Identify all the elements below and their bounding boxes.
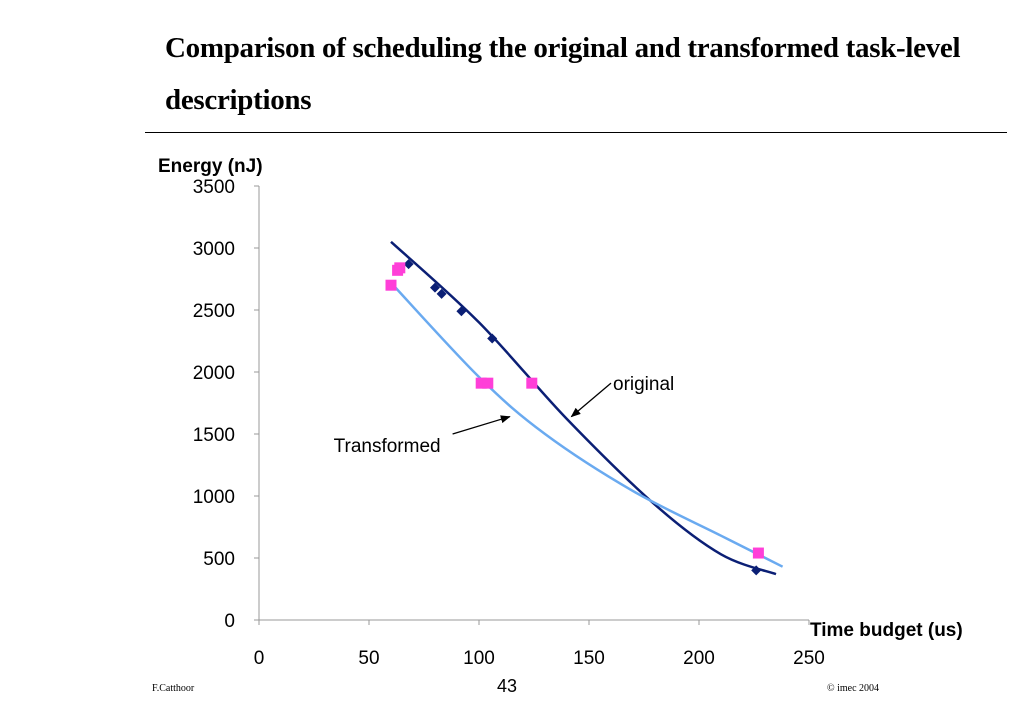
- original-trendline: [390, 240, 777, 576]
- y-tick-label: 1000: [193, 487, 235, 508]
- transformed-point: [385, 279, 397, 291]
- footer-copyright: © imec 2004: [827, 683, 880, 694]
- original-point: [403, 259, 414, 270]
- y-tick-label: 2000: [193, 363, 235, 384]
- slide-title: Comparison of scheduling the original an…: [165, 32, 961, 116]
- y-tick-label: 2500: [193, 301, 235, 322]
- original-point: [487, 333, 498, 344]
- transformed-arrow: [452, 415, 511, 435]
- original-arrow: [570, 382, 612, 418]
- y-tick-label: 1500: [193, 425, 235, 446]
- y-tick-label: 3000: [193, 239, 235, 260]
- x-tick-label: 50: [358, 648, 379, 669]
- x-axis-title: Time budget (us): [810, 620, 963, 641]
- original-point: [436, 288, 447, 299]
- x-tick-label: 250: [793, 648, 825, 669]
- original-point: [430, 282, 440, 293]
- original-point: [456, 306, 467, 317]
- x-tick-label: 0: [254, 648, 265, 669]
- original-annotation: original: [613, 374, 674, 395]
- transformed-point: [482, 377, 494, 389]
- y-axis-title: Energy (nJ): [158, 156, 263, 177]
- transformed-point: [526, 377, 538, 389]
- page-number: 43: [497, 676, 518, 696]
- transformed-point: [394, 262, 406, 274]
- transformed-point: [752, 547, 764, 559]
- y-tick-label: 0: [224, 611, 235, 632]
- x-tick-label: 100: [463, 648, 495, 669]
- original-point: [751, 565, 762, 576]
- y-tick-label: 3500: [193, 177, 235, 198]
- footer-author: F.Catthoor: [152, 683, 195, 694]
- transformed-annotation: Transformed: [334, 436, 441, 457]
- x-tick-label: 150: [573, 648, 605, 669]
- transformed-trendline: [390, 281, 784, 568]
- title-divider: [145, 132, 1007, 133]
- y-tick-label: 500: [203, 549, 235, 570]
- transformed-point: [475, 377, 487, 389]
- x-tick-label: 200: [683, 648, 715, 669]
